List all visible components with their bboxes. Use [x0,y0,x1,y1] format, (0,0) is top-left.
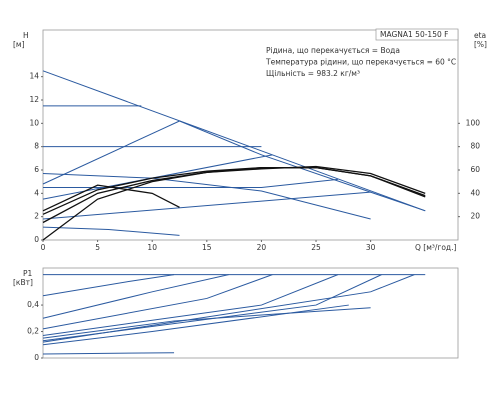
x-tick-label: 10 [147,243,157,252]
info-title: MAGNA1 50-150 F [380,30,448,39]
y-label: H [23,31,29,40]
curve [42,274,273,330]
y-label: P1 [23,269,33,278]
curve [42,274,382,342]
annotation: Температура рідини, що перекачується = 6… [265,58,456,67]
plot-frame [42,267,459,359]
curve [42,184,180,212]
curve [42,274,415,343]
info-box [375,28,459,41]
x-tick-label: 15 [202,243,212,252]
curve [42,307,371,339]
y-tick-label: 8 [34,142,39,151]
annotation: Рідина, що перекачується = Вода [266,46,400,55]
y-tick-label: 0 [34,235,39,244]
curve [42,304,349,346]
y-tick-label: 2 [34,212,39,221]
x-tick-label: 25 [311,243,321,252]
curve [42,70,426,212]
y-tick-label: 0 [34,353,39,362]
y2-tick-label: 20 [470,212,480,221]
y-tick-label: 0,2 [27,327,39,336]
x-label: Q [м³/год.] [415,243,457,252]
x-tick-label: 20 [257,243,267,252]
y2-tick-label: 40 [470,188,480,197]
y2-tick-label: 80 [470,142,480,151]
curve [42,191,371,220]
y-tick-label: 0,4 [27,300,39,309]
y2-label-unit: [%] [474,40,487,49]
y-tick-label: 6 [34,165,39,174]
y2-tick-label: 60 [470,165,480,174]
curve [42,167,426,241]
x-tick-label: 0 [41,243,46,252]
y-label-unit: [м] [13,40,25,49]
y-tick-label: 4 [34,188,39,197]
curve [42,274,339,336]
curve [42,274,229,319]
x-tick-label: 5 [95,243,100,252]
curve [42,274,175,297]
curve [43,178,338,188]
y2-label: eta [474,31,486,40]
curve [42,352,175,355]
annotation: Щільність = 983.2 кг/м³ [266,69,360,78]
x-tick-label: 30 [366,243,376,252]
y-tick-label: 10 [29,118,39,127]
curve [179,120,426,212]
curve [42,226,180,236]
plot-frame [42,29,459,241]
curve [42,120,180,185]
y-tick-label: 14 [29,72,39,81]
y-label-unit: [кВт] [13,278,33,287]
y-tick-label: 12 [29,95,39,104]
curve [42,173,371,220]
y2-tick-label: 100 [466,118,481,127]
